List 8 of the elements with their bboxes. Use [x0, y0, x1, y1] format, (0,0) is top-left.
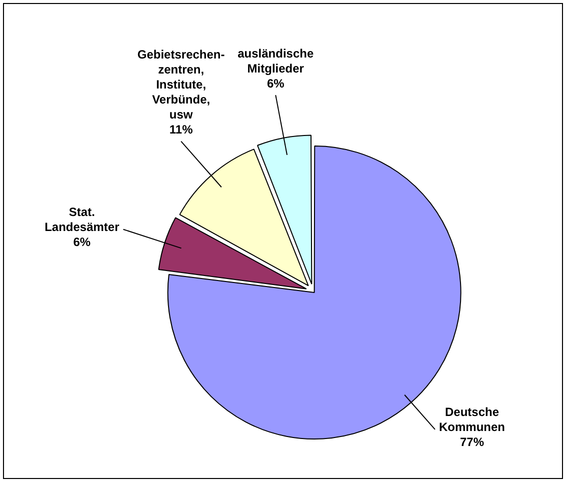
data-label: 6%: [266, 76, 285, 90]
slice-label: ausländische Mitglieder: [238, 46, 314, 76]
data-label: 6%: [73, 235, 91, 250]
data-label: 77%: [460, 435, 484, 450]
slice-label: Gebietsrechen- zentren, Institute, Verbünde, usw: [137, 48, 225, 122]
slice-label: Deutsche Kommunen: [439, 405, 506, 434]
slice-label: Stat. Landesämter: [44, 205, 120, 234]
data-label: 11%: [169, 122, 194, 137]
